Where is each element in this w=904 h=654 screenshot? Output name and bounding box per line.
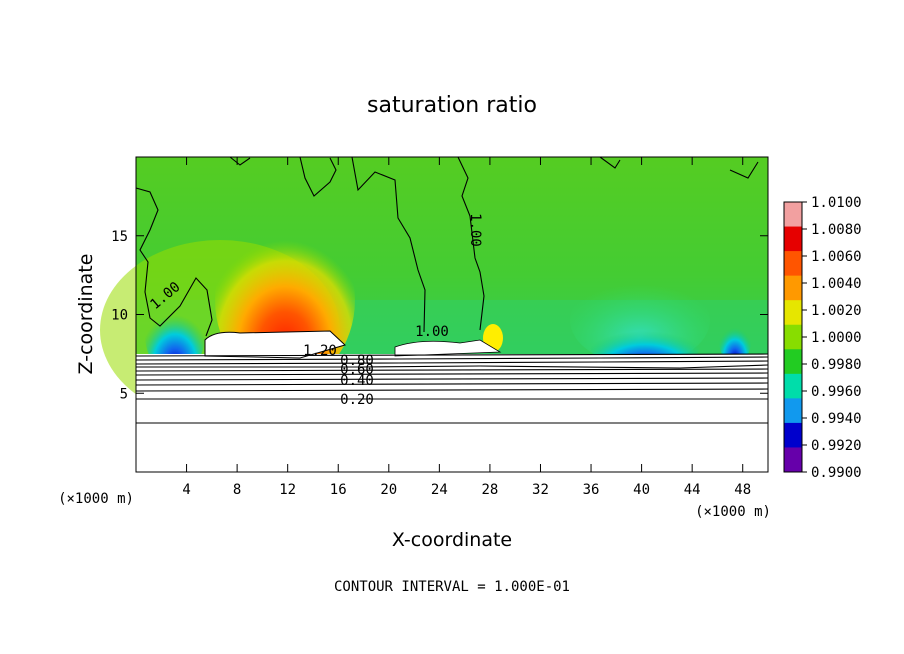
x-tick-label: 36	[583, 482, 600, 498]
x-tick-label: 20	[380, 482, 397, 498]
colorbar-swatch	[784, 251, 802, 277]
x-tick-label: 12	[279, 482, 296, 498]
y-tick-label: 10	[111, 308, 128, 324]
contour-label-group: 1.00 1.00 1.00 1.20 0.80 0.60 0.40 0.20	[147, 213, 483, 408]
x-tick-label: 48	[734, 482, 751, 498]
x-tick-label: 8	[233, 482, 241, 498]
contour-label-0-20: 0.20	[340, 392, 374, 408]
colorbar-label: 1.0040	[811, 276, 862, 292]
x-axis: 4 8 12 16 20 24 28 32 36 40 44 48	[182, 157, 751, 498]
contour-label-0-60: 0.60	[340, 362, 374, 378]
chart-title: saturation ratio	[367, 93, 537, 118]
colorbar-swatch	[784, 373, 802, 399]
colorbar-swatch	[784, 398, 802, 424]
colorbar-label: 1.0060	[811, 249, 862, 265]
colorbar-swatch	[784, 349, 802, 375]
colorbar-swatch	[784, 324, 802, 350]
contour-label-1-00-right: 1.00	[467, 213, 483, 247]
x-tick-label: 44	[684, 482, 701, 498]
x-tick-label: 4	[182, 482, 190, 498]
colorbar-label: 0.9960	[811, 384, 862, 400]
colorbar-swatch	[784, 226, 802, 252]
x-tick-label: 32	[532, 482, 549, 498]
colorbar-label: 0.9980	[811, 357, 862, 373]
y-axis-unit: (×1000 m)	[58, 491, 134, 507]
colorbar-label: 1.0020	[811, 303, 862, 319]
colorbar-label: 1.0080	[811, 222, 862, 238]
contour-label-0-40: 0.40	[340, 373, 374, 389]
x-tick-label: 40	[633, 482, 650, 498]
colorbar-swatch	[784, 300, 802, 326]
x-tick-label: 28	[481, 482, 498, 498]
y-axis-label: Z-coordinate	[75, 254, 97, 375]
y-tick-label: 15	[111, 229, 128, 245]
saturation-field	[100, 157, 768, 472]
y-axis: 5 10 15	[111, 229, 768, 402]
contour-label-0-80: 0.80	[340, 353, 374, 369]
colorbar-label: 0.9900	[811, 465, 862, 481]
contour-label-1-00-mid: 1.00	[415, 324, 449, 340]
colorbar-label: 0.9940	[811, 411, 862, 427]
contour-interval-footer: CONTOUR INTERVAL = 1.000E-01	[334, 579, 570, 595]
contour-lines-1.00	[135, 156, 759, 337]
x-tick-label: 16	[330, 482, 347, 498]
contour-label-1-20: 1.20	[303, 343, 337, 359]
colorbar-swatch	[784, 275, 802, 301]
colorbar-swatch	[784, 447, 802, 473]
y-tick-label: 5	[120, 386, 128, 402]
contour-lines-lower	[135, 353, 769, 424]
colorbar-label: 0.9920	[811, 438, 862, 454]
colorbar-label: 1.0000	[811, 330, 862, 346]
colorbar-swatch	[784, 202, 802, 228]
x-axis-label: X-coordinate	[392, 529, 512, 551]
colorbar: 1.0100 1.0080 1.0060 1.0040 1.0020 1.0000 0.99…	[783, 195, 862, 481]
colorbar-label: 1.0100	[811, 195, 862, 211]
x-tick-label: 24	[431, 482, 448, 498]
colorbar-swatch	[784, 422, 802, 448]
x-axis-unit: (×1000 m)	[695, 504, 771, 520]
